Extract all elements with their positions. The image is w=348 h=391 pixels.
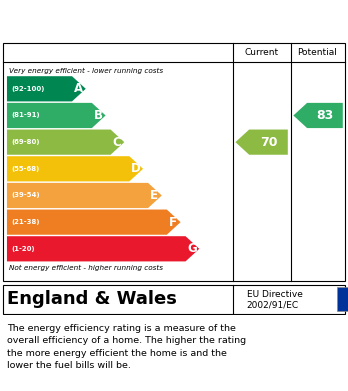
Text: 2002/91/EC: 2002/91/EC: [246, 300, 299, 309]
Text: A: A: [74, 83, 83, 95]
Text: The energy efficiency rating is a measure of the
overall efficiency of a home. T: The energy efficiency rating is a measur…: [7, 324, 246, 370]
Polygon shape: [235, 129, 288, 155]
Polygon shape: [7, 183, 162, 208]
Text: Very energy efficient - lower running costs: Very energy efficient - lower running co…: [9, 68, 163, 74]
Polygon shape: [7, 210, 181, 235]
Text: (55-68): (55-68): [11, 166, 39, 172]
Text: Energy Efficiency Rating: Energy Efficiency Rating: [10, 13, 232, 28]
Text: F: F: [168, 216, 176, 229]
Text: 83: 83: [316, 109, 334, 122]
Text: England & Wales: England & Wales: [7, 290, 177, 308]
Text: 70: 70: [260, 136, 277, 149]
Text: B: B: [94, 109, 103, 122]
Text: E: E: [150, 189, 158, 202]
Polygon shape: [7, 103, 105, 128]
Polygon shape: [7, 76, 86, 101]
Polygon shape: [293, 103, 343, 128]
Text: Potential: Potential: [298, 48, 338, 57]
Text: Not energy efficient - higher running costs: Not energy efficient - higher running co…: [9, 265, 163, 271]
Bar: [337, 287, 348, 311]
Text: C: C: [112, 136, 121, 149]
Polygon shape: [7, 129, 124, 155]
Text: (39-54): (39-54): [11, 192, 40, 199]
Text: (21-38): (21-38): [11, 219, 40, 225]
Text: (1-20): (1-20): [11, 246, 35, 252]
Text: (92-100): (92-100): [11, 86, 45, 92]
Text: D: D: [131, 162, 141, 175]
Polygon shape: [7, 156, 143, 181]
Text: (69-80): (69-80): [11, 139, 40, 145]
Text: EU Directive: EU Directive: [246, 290, 302, 299]
Polygon shape: [7, 236, 199, 262]
Text: G: G: [187, 242, 197, 255]
Text: Current: Current: [245, 48, 279, 57]
Text: (81-91): (81-91): [11, 113, 40, 118]
